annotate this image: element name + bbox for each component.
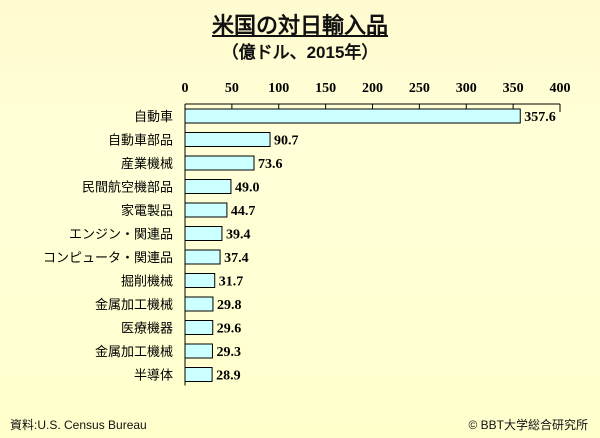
x-tick-label: 350 [503,81,524,96]
data-label: 29.6 [217,322,242,337]
bar [184,320,214,335]
data-label: 28.9 [216,369,241,384]
category-label: 医療機器 [121,322,173,337]
source-note: 資料:U.S. Census Bureau [10,418,147,432]
data-label: 39.4 [226,228,251,243]
bar [184,132,271,147]
category-label: 産業機械 [121,156,173,172]
copyright: © BBT大学総合研究所 [468,418,588,432]
data-label: 44.7 [231,204,256,219]
chart-title: 米国の対日輸入品 [211,13,388,38]
x-tick-label: 150 [315,81,336,96]
data-label: 37.4 [224,251,249,266]
x-tick-label: 100 [268,81,289,96]
data-label: 31.7 [219,275,244,290]
category-label: 自動車部品 [108,134,173,149]
bar [184,202,228,218]
bar [184,155,255,171]
data-label: 49.0 [235,181,260,196]
data-label: 357.6 [524,110,556,125]
x-tick-label: 0 [182,81,189,96]
bar [184,179,232,194]
x-tick-label: 200 [362,81,383,96]
data-label: 73.6 [258,157,283,172]
bar [184,343,213,359]
chart-subtitle: （億ドル、2015年） [221,43,379,62]
category-label: 金属加工機械 [95,344,173,360]
category-label: 自動車 [134,110,173,125]
category-label: 金属加工機械 [95,297,173,313]
bar [184,226,223,241]
x-tick-label: 400 [550,81,571,96]
bar [184,273,216,288]
category-label: 民間航空機部品 [82,180,173,196]
bar [184,249,221,265]
category-label: 家電製品 [121,203,173,219]
bar [184,296,214,312]
x-tick-label: 50 [225,81,239,96]
category-label: 半導体 [134,369,173,384]
category-label: エンジン・関連品 [69,228,173,243]
x-tick-label: 250 [409,81,430,96]
data-label: 90.7 [274,134,299,149]
data-label: 29.8 [217,298,242,313]
category-label: コンピュータ・関連品 [43,251,173,266]
x-tick-label: 300 [456,81,477,96]
bar [184,367,213,382]
category-label: 掘削機械 [121,275,173,290]
bar [184,108,521,124]
data-label: 29.3 [216,345,241,360]
